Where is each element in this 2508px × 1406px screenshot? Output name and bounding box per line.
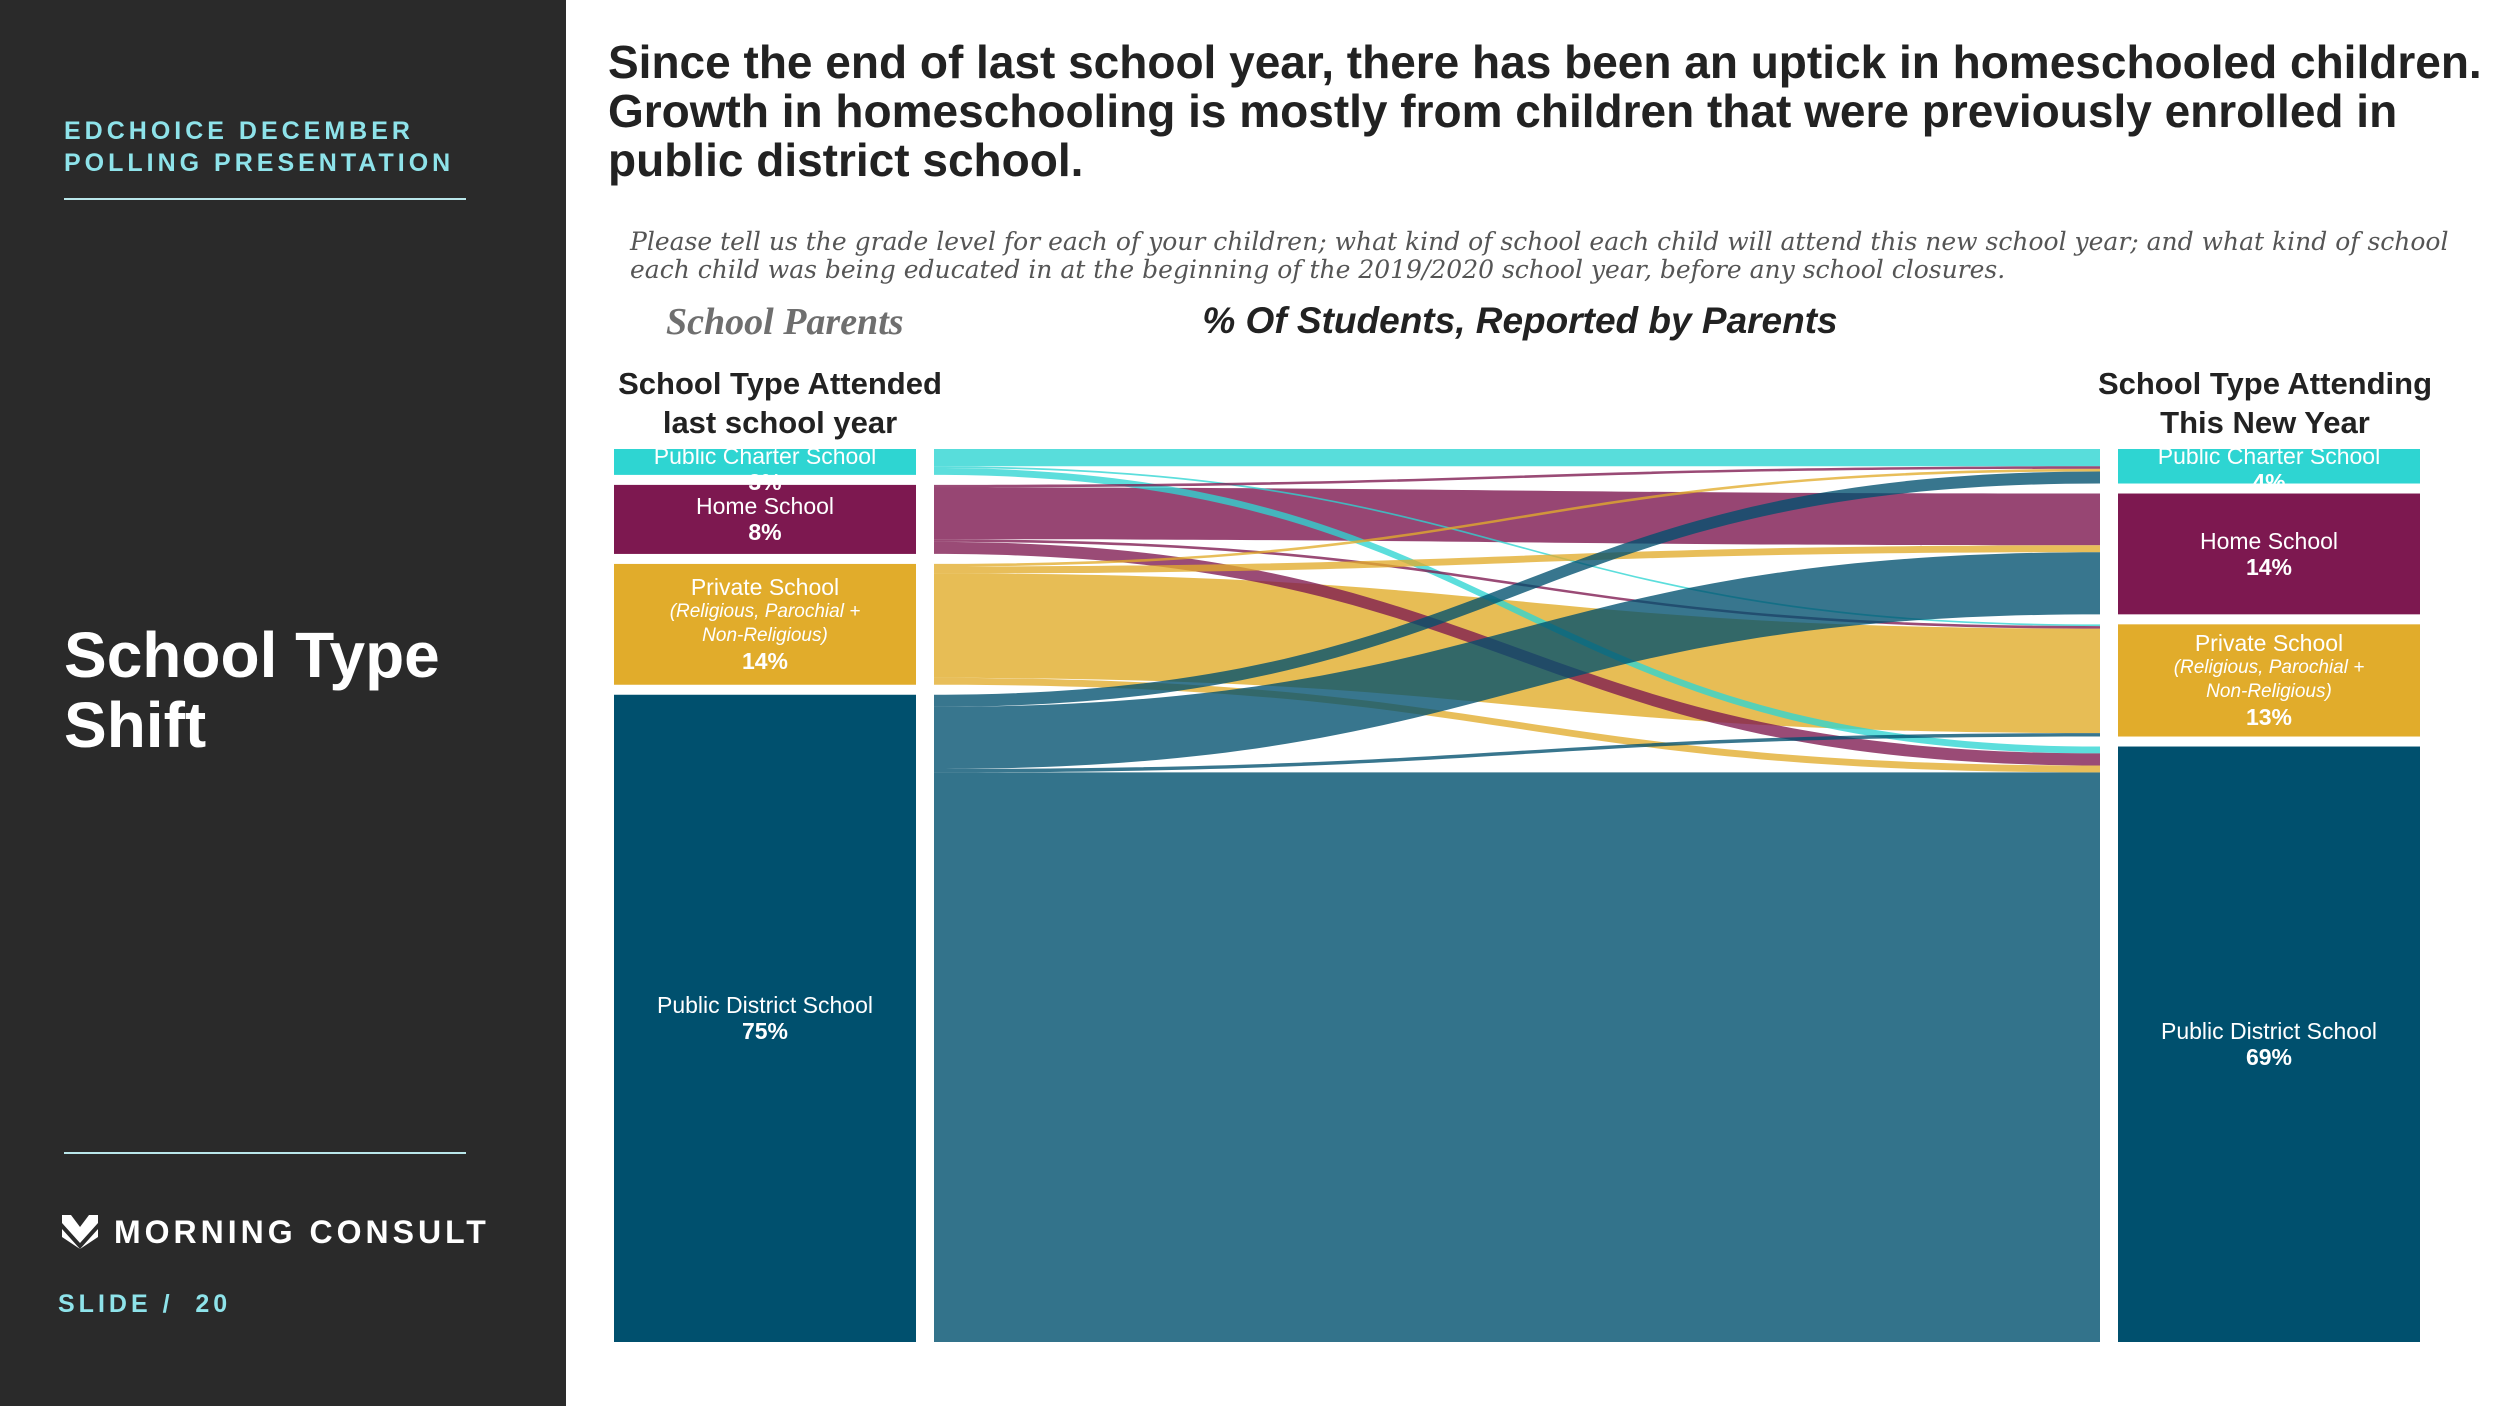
node-name: Home School	[2199, 527, 2339, 554]
node-percent: 13%	[2245, 704, 2293, 731]
node-percent: 69%	[2245, 1044, 2293, 1071]
flows-layer	[934, 449, 2100, 1342]
right-node-label-home: Home School 14%	[2119, 494, 2419, 615]
node-subtitle: (Religious, Parochial +	[669, 601, 861, 623]
logo-text: MORNING CONSULT	[114, 1213, 490, 1250]
right-node-charter	[2118, 449, 2420, 484]
headline: Since the end of last school year, there…	[608, 36, 2482, 186]
left-column-header: School Type Attended last school year	[618, 366, 942, 440]
left-node-label-district: Public District School 75%	[615, 695, 915, 1342]
nodes-layer	[614, 449, 2420, 1342]
section-title: School Type Shift	[64, 619, 440, 761]
flow-charter-to-private	[934, 466, 2100, 627]
node-percent: 14%	[741, 648, 789, 675]
right-node-label-district: Public District School 69%	[2119, 747, 2419, 1342]
node-name: Home School	[695, 493, 835, 520]
node-subtitle: Non-Religious)	[702, 625, 828, 647]
event-label: EDCHOICE DECEMBER POLLING PRESENTATION	[64, 117, 455, 177]
node-percent: 14%	[2245, 553, 2293, 580]
node-name: Public Charter School	[2157, 443, 2381, 469]
right-node-private	[2118, 624, 2420, 737]
node-percent: 3%	[748, 469, 782, 495]
audience-label: School Parents	[666, 301, 904, 343]
left-node-district	[614, 694, 916, 1342]
morning-consult-logo-icon	[62, 1215, 98, 1249]
flow-charter-to-charter	[934, 449, 2100, 467]
left-node-label-home: Home School 8%	[615, 485, 915, 554]
right-column-header: School Type Attending This New Year	[2097, 366, 2433, 440]
left-node-charter	[614, 449, 916, 475]
flow-home-to-charter	[934, 466, 2100, 488]
node-name: Public District School	[2160, 1018, 2378, 1045]
flow-private-to-district	[934, 677, 2100, 773]
sidebar: EDCHOICE DECEMBER POLLING PRESENTATION S…	[0, 0, 566, 1406]
divider-bottom	[64, 1152, 466, 1154]
flow-private-to-charter	[934, 468, 2100, 567]
node-percent: 75%	[741, 1018, 789, 1045]
left-node-label-charter: Public Charter School 3%	[615, 443, 915, 495]
right-node-district	[2118, 746, 2420, 1342]
node-name: Public District School	[656, 992, 874, 1019]
right-node-home	[2118, 493, 2420, 615]
slide-number: SLIDE / 20	[58, 1290, 232, 1318]
node-subtitle: (Religious, Parochial +	[2173, 657, 2365, 679]
node-name: Private School	[2194, 630, 2344, 657]
flow-private-to-home	[934, 545, 2100, 574]
divider-top	[64, 198, 466, 200]
logo: MORNING CONSULT	[62, 1212, 490, 1252]
chart-title: % Of Students, Reported by Parents	[1202, 300, 1838, 341]
flow-charter-to-district	[934, 467, 2100, 754]
node-subtitle: Non-Religious)	[2206, 681, 2332, 703]
node-percent: 8%	[748, 519, 782, 546]
flow-district-to-home	[934, 552, 2100, 769]
survey-question: Please tell us the grade level for each …	[630, 227, 2449, 284]
left-node-private	[614, 563, 916, 685]
right-node-label-charter: Public Charter School 4%	[2119, 443, 2419, 495]
flow-district-to-charter	[934, 471, 2100, 707]
left-node-home	[614, 484, 916, 554]
left-node-label-private: Private School (Religious, Parochial + Non…	[615, 564, 915, 685]
node-percent: 4%	[2252, 469, 2286, 495]
node-name: Public Charter School	[653, 443, 877, 469]
flow-district-to-district	[934, 772, 2100, 1342]
flow-district-to-private	[934, 733, 2100, 773]
node-name: Private School	[690, 574, 840, 601]
right-node-label-private: Private School (Religious, Parochial + Non…	[2119, 624, 2419, 736]
